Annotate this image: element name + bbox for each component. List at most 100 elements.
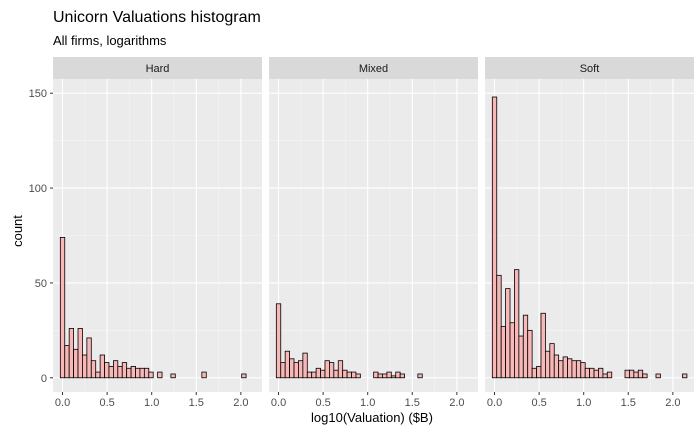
histogram-bar xyxy=(143,367,150,379)
histogram-bar xyxy=(117,365,123,379)
histogram-bar xyxy=(99,354,105,379)
histogram-bar xyxy=(82,354,88,379)
histogram-bar xyxy=(77,328,83,379)
histogram-bar xyxy=(606,371,613,379)
histogram-bar xyxy=(682,373,688,379)
histogram-bar xyxy=(135,367,141,379)
x-tick-label: 1.0 xyxy=(360,397,375,409)
histogram-bar xyxy=(593,369,599,379)
histogram-bar xyxy=(522,314,529,379)
facet-panel-mixed: Mixed 0.0 0.5 1.0 1.5 2.0 xyxy=(269,57,478,409)
histogram-bar xyxy=(104,362,110,379)
histogram-bar xyxy=(527,329,533,379)
histogram-bar xyxy=(642,373,648,379)
histogram-bar xyxy=(293,362,299,379)
histogram-bar xyxy=(562,356,568,379)
y-tick-label: 50 xyxy=(35,278,47,290)
histogram-bar xyxy=(655,373,661,379)
histogram-bar xyxy=(64,345,70,379)
histogram-bar xyxy=(514,269,520,379)
histogram-bar xyxy=(580,362,586,379)
histogram-bar xyxy=(637,369,644,379)
facet-strip-label: Mixed xyxy=(359,63,388,75)
histogram-bar xyxy=(382,373,388,379)
histogram-bar xyxy=(491,96,498,379)
histogram-bar xyxy=(337,360,344,379)
histogram-bar xyxy=(298,360,304,379)
facet-strip-label: Hard xyxy=(146,63,170,75)
facet-strip-label: Soft xyxy=(580,63,600,75)
histogram-bar xyxy=(86,337,92,379)
x-tick-label: 0.5 xyxy=(99,397,114,409)
histogram-bar xyxy=(496,274,502,379)
histogram-bar xyxy=(500,326,506,379)
histogram-bar xyxy=(108,365,114,379)
histogram-bar xyxy=(126,367,132,379)
histogram-bar xyxy=(342,369,348,379)
histogram-bar xyxy=(567,358,573,379)
histogram-bar xyxy=(148,371,154,379)
histogram-bar xyxy=(284,350,290,379)
histogram-bar xyxy=(395,371,401,379)
histogram-bar xyxy=(589,367,595,379)
histogram-bar xyxy=(540,312,546,379)
histogram-bar xyxy=(320,369,326,379)
histogram-bar xyxy=(575,360,582,379)
histogram-bar xyxy=(355,373,361,379)
x-tick-label: 1.0 xyxy=(144,397,159,409)
x-tick-label: 1.5 xyxy=(189,397,204,409)
histogram-bar xyxy=(531,367,537,379)
histogram-bar xyxy=(346,371,352,379)
histogram-bar xyxy=(351,371,357,379)
histogram-bar xyxy=(73,348,79,379)
x-tick-label: 1.5 xyxy=(405,397,420,409)
histogram-bar xyxy=(157,371,163,379)
histogram-bar xyxy=(315,367,321,379)
histogram-bar xyxy=(328,362,335,379)
histogram-bar xyxy=(306,371,313,379)
histogram-bar xyxy=(390,375,397,379)
histogram-bar xyxy=(289,358,295,379)
histogram-bar xyxy=(324,360,330,379)
histogram-bar xyxy=(201,371,207,379)
x-tick-label: 0.0 xyxy=(271,397,286,409)
y-axis-label: count xyxy=(10,215,25,247)
histogram-bar xyxy=(509,322,515,379)
chart-title: Unicorn Valuations histogram xyxy=(53,9,261,26)
histogram-bar xyxy=(377,373,383,379)
x-tick-label: 0.0 xyxy=(487,397,502,409)
histogram-bar xyxy=(518,335,524,379)
histogram-bar xyxy=(386,371,392,379)
histogram-bar xyxy=(558,360,564,379)
histogram-bar xyxy=(95,371,101,379)
x-tick-label: 1.0 xyxy=(576,397,591,409)
histogram-bar xyxy=(553,354,560,379)
histogram-bar xyxy=(417,373,423,379)
x-tick-label: 2.0 xyxy=(449,397,464,409)
histogram-bar xyxy=(90,360,97,379)
histogram-bar xyxy=(121,362,128,379)
histogram-bar xyxy=(549,343,555,379)
histogram-bar xyxy=(624,369,630,379)
histogram-bar xyxy=(633,371,639,379)
x-axis-label: log10(Valuation) ($B) xyxy=(311,410,433,425)
facet-panel-soft: Soft 0.0 0.5 1.0 1.5 2.0 xyxy=(485,57,694,409)
x-tick-label: 2.0 xyxy=(665,397,680,409)
histogram-bar xyxy=(629,369,635,379)
histogram-bar xyxy=(139,367,145,379)
histogram-bar xyxy=(505,288,511,379)
y-tick-label: 0 xyxy=(41,373,47,385)
histogram-bar xyxy=(112,360,119,379)
histogram-bar xyxy=(571,360,577,379)
facet-strip xyxy=(485,57,694,79)
x-tick-label: 2.0 xyxy=(233,397,248,409)
histogram-bar xyxy=(373,371,379,379)
y-tick-label: 150 xyxy=(29,88,47,100)
y-axis: 0 50 100 150 xyxy=(29,88,53,385)
facet-strip xyxy=(269,57,478,79)
histogram-bar xyxy=(602,373,608,379)
facet-panel-hard: Hard 0.0 0.5 1.0 1.5 2.0 xyxy=(53,57,262,409)
histogram-bar xyxy=(333,369,339,379)
histogram-bar xyxy=(544,350,551,379)
